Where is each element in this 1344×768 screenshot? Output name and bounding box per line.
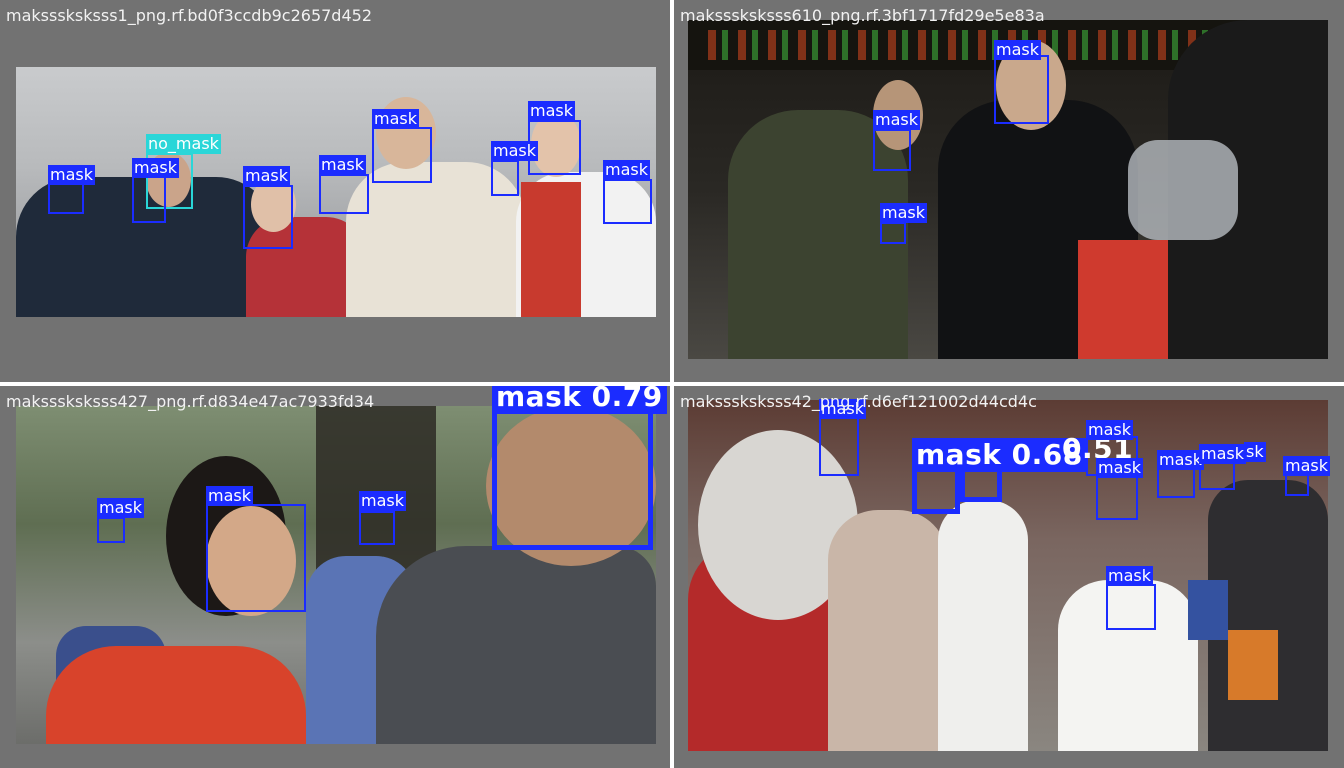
scene-shape [46,646,306,744]
detection-label: mask [97,498,144,518]
scene-shape [486,406,656,566]
tile-title: maksssksksss427_png.rf.d834e47ac7933fd34 [6,392,375,411]
detection-label: mask [491,141,538,161]
detection-label: mask [319,155,366,175]
tile-title: maksssksksss610_png.rf.3bf1717fd29e5e83a [680,6,1045,25]
detection-label: mask [372,109,419,129]
scene-shape [828,510,948,751]
detection-label: sk [1244,442,1266,462]
detection-label: mask [359,491,406,511]
detection-box [372,127,432,183]
scene-shape [708,30,1268,60]
scene-shape [521,182,581,317]
scene-shape [346,162,526,317]
tile-3: maksssksksss427_png.rf.d834e47ac7933fd34… [0,386,670,768]
photo [16,406,656,744]
detection-label: mask [873,110,920,130]
scene-shape [376,546,656,744]
detection-label: mask [1086,420,1133,440]
scene-shape [1208,480,1328,751]
detection-label: no_mask [146,134,221,154]
photo-scene [688,20,1328,359]
detection-label: mask [994,40,1041,60]
tile-2: maksssksksss610_png.rf.3bf1717fd29e5e83a… [674,0,1344,382]
detection-label: mask 0.68 [912,438,1087,472]
detection-box [1157,466,1195,498]
scene-shape [728,110,908,359]
detection-box [243,185,293,249]
detection-box [873,129,911,171]
detection-box [491,160,519,196]
scene-shape [938,500,1028,751]
detection-label: mask [603,160,650,180]
detection-label: mask [819,399,866,419]
detection-label: mask [880,203,927,223]
detection-label: mask 0.79 [492,386,667,414]
detection-label: mask [206,486,253,506]
scene-shape [531,112,581,177]
detection-label: mask [1283,456,1330,476]
photo [688,20,1328,359]
detection-box [359,511,395,545]
detection-box [1106,584,1156,630]
detection-box [1096,474,1138,520]
detection-label: mask [48,165,95,185]
scene-shape [1058,580,1198,751]
detection-label: mask [1106,566,1153,586]
detection-label: mask [1199,444,1246,464]
tile-title: maksssksksss1_png.rf.bd0f3ccdb9c2657d452 [6,6,372,25]
tile-1: maksssksksss1_png.rf.bd0f3ccdb9c2657d452… [0,0,670,382]
scene-shape [206,506,296,616]
detection-box [819,416,859,476]
scene-shape [1228,630,1278,700]
tile-title: maksssksksss42_png.rf.d6ef121002d44cd4c [680,392,1037,411]
scene-shape [1188,580,1228,640]
detection-label: mask [528,101,575,121]
photo-scene [16,406,656,744]
detection-label: mask [243,166,290,186]
scene-shape [1128,140,1238,240]
detection-label: mask [132,158,179,178]
detection-box [319,174,369,214]
detection-box [97,517,125,543]
detection-label: mask [1096,458,1143,478]
detection-box [880,222,906,244]
detection-box [146,153,193,209]
detection-box [994,55,1049,124]
detection-label: mask [1157,450,1204,470]
detection-box [206,504,306,612]
detection-box [48,183,84,214]
detection-box [132,175,166,223]
detection-box [1199,460,1235,490]
detection-box [603,179,652,224]
tile-4: maksssksksss42_png.rf.d6ef121002d44cd4c … [674,386,1344,768]
detection-box [492,402,653,550]
